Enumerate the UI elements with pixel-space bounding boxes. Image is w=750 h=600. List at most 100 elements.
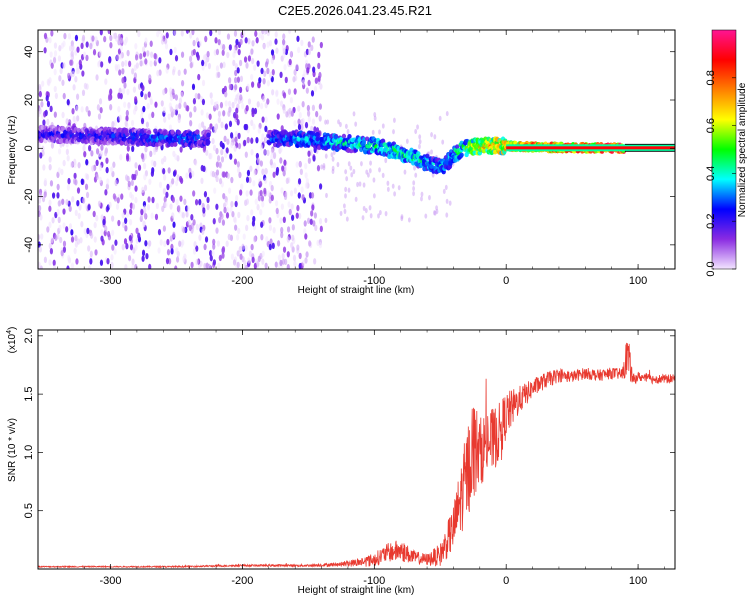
- noise-speck: [300, 39, 304, 47]
- ridge-cell: [317, 145, 322, 151]
- noise-speck: [234, 131, 238, 138]
- noise-speck: [97, 113, 102, 120]
- noise-speck: [206, 55, 210, 63]
- noise-speck: [198, 40, 202, 47]
- noise-speck: [190, 214, 194, 221]
- noise-speck: [435, 208, 439, 215]
- noise-speck: [261, 116, 265, 123]
- noise-speck: [46, 100, 51, 108]
- noise-speck: [293, 88, 297, 95]
- noise-speck: [226, 33, 231, 40]
- noise-speck: [307, 110, 311, 117]
- noise-speck: [198, 198, 202, 206]
- noise-speck: [177, 204, 181, 212]
- noise-speck: [264, 125, 268, 133]
- noise-speck: [56, 208, 60, 216]
- noise-speck: [391, 183, 395, 189]
- noise-speck: [224, 100, 228, 107]
- noise-speck: [133, 173, 137, 181]
- noise-speck: [217, 71, 221, 78]
- noise-speck: [412, 190, 415, 197]
- noise-speck: [400, 215, 404, 222]
- noise-speck: [94, 249, 98, 256]
- noise-speck: [311, 118, 316, 125]
- noise-speck: [319, 183, 323, 190]
- noise-speck: [189, 61, 193, 69]
- noise-speck: [215, 147, 219, 155]
- spectrogram-y-ticks: -40 -20 0 20 40: [23, 46, 675, 253]
- noise-speck: [76, 199, 80, 207]
- noise-speck: [288, 107, 292, 115]
- noise-speck: [43, 47, 47, 54]
- noise-speck: [166, 238, 170, 246]
- noise-speck: [53, 111, 57, 118]
- ridge-cell: [315, 131, 321, 137]
- noise-speck: [304, 233, 308, 240]
- noise-speck: [66, 99, 70, 106]
- noise-speck: [169, 235, 173, 242]
- noise-speck: [212, 218, 216, 225]
- noise-speck: [305, 178, 309, 185]
- noise-speck: [48, 36, 52, 44]
- noise-speck: [38, 246, 42, 253]
- noise-speck: [362, 205, 366, 212]
- noise-speck: [220, 213, 224, 220]
- noise-speck: [119, 53, 123, 60]
- noise-speck: [220, 148, 224, 156]
- noise-speck: [252, 123, 256, 130]
- noise-speck: [236, 67, 240, 74]
- noise-speck: [293, 260, 297, 267]
- noise-speck: [234, 63, 238, 70]
- noise-speck: [248, 176, 252, 184]
- noise-speck: [228, 44, 232, 51]
- noise-speck: [191, 30, 195, 36]
- noise-speck: [270, 194, 274, 202]
- noise-speck: [289, 190, 294, 197]
- noise-speck: [189, 119, 193, 127]
- noise-speck: [233, 216, 237, 223]
- noise-speck: [86, 227, 90, 235]
- noise-speck: [112, 161, 116, 168]
- noise-speck: [242, 30, 246, 38]
- noise-speck: [82, 145, 86, 152]
- noise-speck: [306, 217, 311, 225]
- noise-speck: [235, 38, 239, 46]
- noise-speck: [236, 166, 241, 174]
- noise-speck: [126, 145, 130, 152]
- noise-speck: [300, 124, 304, 131]
- noise-speck: [125, 109, 129, 117]
- noise-speck: [87, 245, 91, 252]
- noise-speck: [162, 225, 166, 232]
- noise-speck: [117, 33, 121, 41]
- noise-speck: [51, 192, 56, 199]
- noise-speck: [268, 40, 273, 47]
- noise-speck: [253, 262, 257, 269]
- noise-speck: [215, 203, 219, 210]
- noise-speck: [117, 106, 121, 113]
- noise-speck: [227, 110, 231, 117]
- noise-speck: [74, 209, 78, 217]
- noise-speck: [247, 38, 251, 45]
- noise-speck: [228, 83, 232, 91]
- noise-speck: [220, 156, 225, 163]
- noise-speck: [235, 234, 240, 241]
- noise-speck: [243, 56, 248, 63]
- noise-speck: [197, 73, 201, 81]
- noise-speck: [126, 88, 130, 96]
- noise-speck: [102, 218, 106, 226]
- noise-speck: [91, 35, 95, 42]
- noise-speck: [445, 198, 449, 204]
- noise-speck: [76, 115, 80, 122]
- noise-speck: [372, 193, 376, 199]
- noise-speck: [144, 146, 148, 153]
- noise-speck: [62, 222, 66, 229]
- noise-speck: [59, 67, 63, 75]
- noise-speck: [119, 37, 124, 44]
- noise-speck: [57, 167, 61, 174]
- noise-speck: [98, 98, 103, 105]
- noise-speck: [239, 94, 243, 101]
- noise-speck: [176, 174, 180, 181]
- noise-speck: [38, 107, 42, 115]
- noise-speck: [118, 69, 122, 76]
- noise-speck: [281, 252, 285, 260]
